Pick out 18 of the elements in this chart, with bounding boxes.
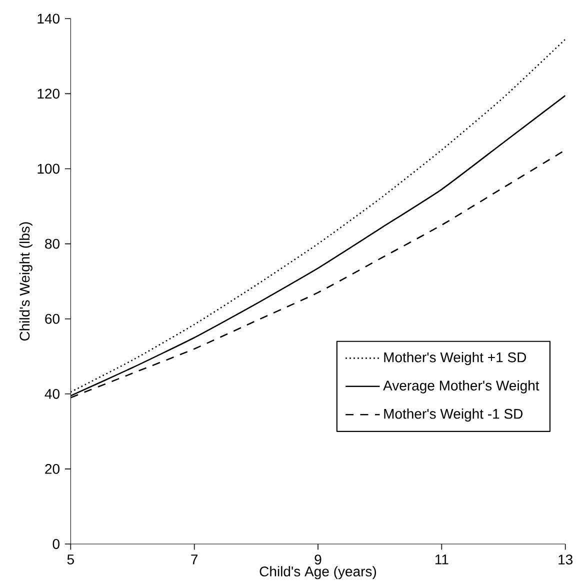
y-tick-label: 20 [45,464,60,474]
x-tick-label: 13 [558,554,573,565]
y-tick-label: 120 [38,88,60,99]
y-tick-label: 40 [44,388,60,399]
y-tick-label: 100 [38,164,60,174]
legend-label: Mother's Weight -1 SD [384,408,523,422]
x-axis-title: Child's Age (years) [260,566,376,580]
x-tick-label: 9 [314,554,322,565]
legend-label: Average Mother's Weight [383,380,540,394]
x-tick-label: 11 [436,554,448,564]
y-tick-label: 80 [45,238,60,249]
y-tick-label: 140 [38,14,60,24]
legend-label: Mother's Weight +1 SD [384,352,526,366]
y-axis-title: Child's Weight (lbs) [20,222,33,341]
x-tick-label: 7 [191,554,198,564]
x-tick-label: 5 [67,554,74,564]
y-tick-label: 0 [52,539,60,549]
y-tick-label: 60 [45,314,60,324]
